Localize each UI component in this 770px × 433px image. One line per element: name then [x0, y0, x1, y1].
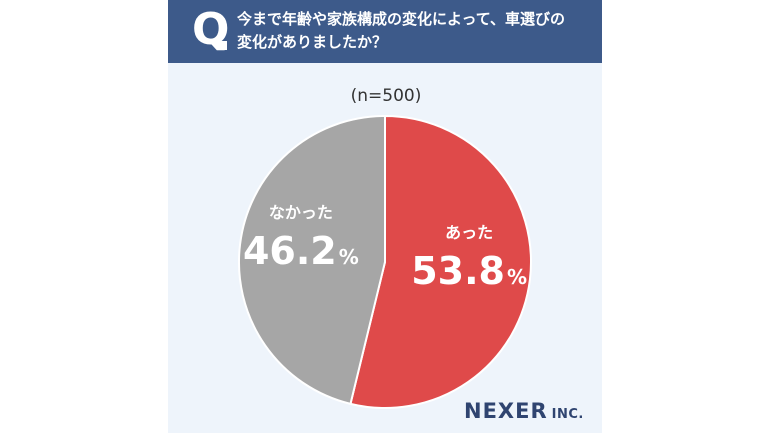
question-line-2: 変化がありましたか？: [237, 33, 388, 51]
pie-slice-labels: あった 53.8 % なかった 46.2%: [243, 203, 527, 293]
pie-chart: (n=500) あった 53.8 % なかった 46.2%: [238, 86, 532, 409]
slice-value-unit-0: %: [507, 265, 527, 289]
slice-value-unit-1: %: [339, 245, 359, 269]
question-text: 今まで年齢や家族構成の変化によって、車選びの 変化がありましたか？: [237, 8, 593, 54]
pie-slice-1: [238, 114, 386, 406]
survey-card: Q 今まで年齢や家族構成の変化によって、車選びの 変化がありましたか？ (n=5…: [168, 0, 602, 433]
pie-slice-0: [349, 114, 532, 409]
sample-size-label: (n=500): [351, 86, 422, 106]
slice-value-number-1: 46.2: [243, 229, 337, 273]
question-line-1: 今まで年齢や家族構成の変化によって、車選びの: [237, 10, 566, 28]
question-banner: Q 今まで年齢や家族構成の変化によって、車選びの 変化がありましたか？: [168, 0, 602, 63]
logo-name: NEXER: [464, 399, 548, 423]
slice-name-label-1: なかった: [269, 203, 333, 222]
nexer-logo: NEXER INC.: [464, 399, 584, 423]
logo-suffix: INC.: [551, 407, 584, 422]
slice-value-label-0: 53.8%: [411, 249, 527, 293]
slice-value-label-1: 46.2%: [243, 229, 359, 273]
question-marker-dot: [218, 41, 227, 50]
slice-value-number-0: 53.8: [411, 249, 505, 293]
slice-name-label-0: あった: [445, 223, 493, 242]
pie-slices: [238, 114, 532, 409]
